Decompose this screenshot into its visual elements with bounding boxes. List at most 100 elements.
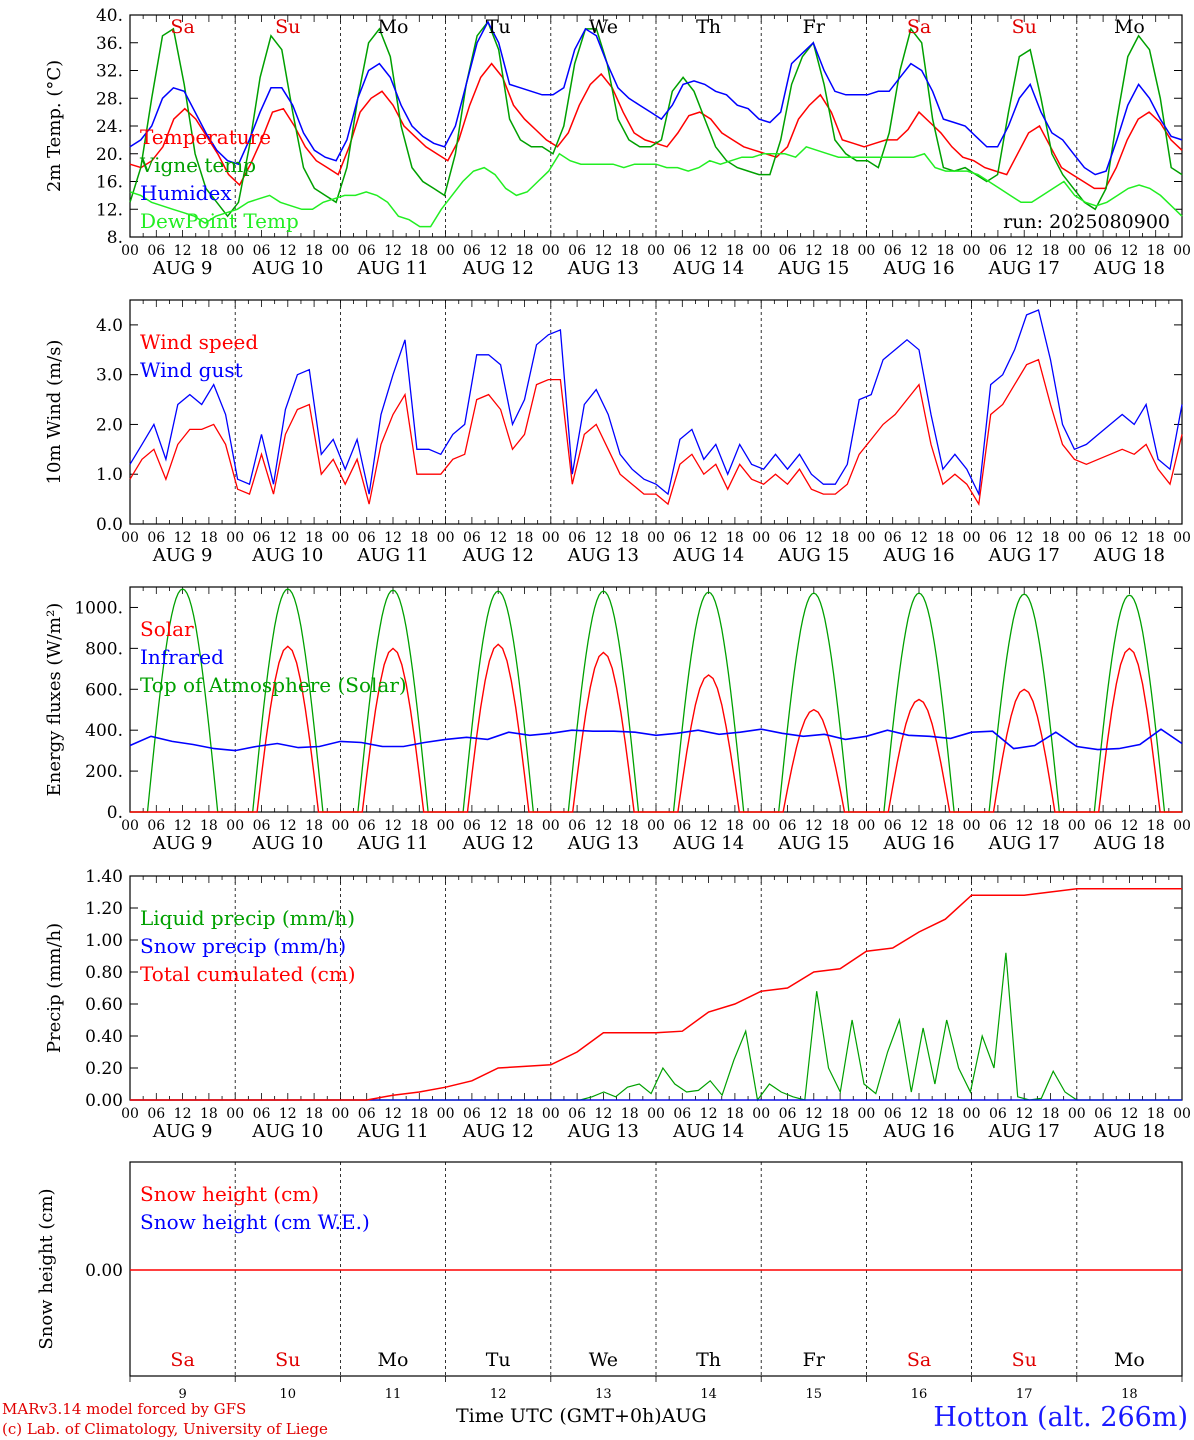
lab-credit: (c) Lab. of Climatology, University of L… <box>2 1420 328 1438</box>
hour-tick-label: 06 <box>568 530 586 546</box>
hour-tick-label: 12 <box>1120 243 1138 259</box>
hour-tick-label: 18 <box>1042 1106 1060 1122</box>
hour-tick-label: 18 <box>1042 818 1060 834</box>
hour-tick-label: 06 <box>1094 243 1112 259</box>
hour-tick-label: 06 <box>673 243 691 259</box>
weekday-label: Th <box>696 1349 721 1371</box>
hour-tick-label: 12 <box>384 243 402 259</box>
series-line-total-cumulated <box>130 888 1182 1101</box>
hour-tick-label: 00 <box>647 530 665 546</box>
hour-tick-label: 06 <box>463 530 481 546</box>
weekday-label: Su <box>1012 1349 1037 1371</box>
y-tick-label: 600. <box>85 680 123 700</box>
hour-tick-label: 18 <box>621 1106 639 1122</box>
hour-tick-label: 00 <box>857 243 875 259</box>
hour-tick-label: 18 <box>936 1106 954 1122</box>
hour-tick-label: 18 <box>1042 530 1060 546</box>
hour-tick-label: 18 <box>305 818 323 834</box>
hour-tick-label: 12 <box>805 530 823 546</box>
hour-tick-label: 18 <box>1147 243 1165 259</box>
hour-tick-label: 18 <box>516 818 534 834</box>
hour-tick-label: 12 <box>805 818 823 834</box>
hour-tick-label: 06 <box>779 1106 797 1122</box>
weekday-label: Tu <box>486 16 511 38</box>
y-tick-label: 20. <box>96 145 123 165</box>
hour-tick-label: 12 <box>279 1106 297 1122</box>
y-tick-label: 32. <box>96 62 123 82</box>
hour-tick-label: 18 <box>305 243 323 259</box>
y-tick-label: 8. <box>107 228 123 248</box>
hour-tick-label: 12 <box>384 1106 402 1122</box>
hour-tick-label: 00 <box>542 1106 560 1122</box>
hour-tick-label: 18 <box>1147 1106 1165 1122</box>
weekday-label: Sa <box>170 16 194 38</box>
y-tick-label: 0.00 <box>85 1261 123 1281</box>
hour-tick-label: 18 <box>410 1106 428 1122</box>
hour-tick-label: 06 <box>463 243 481 259</box>
hour-tick-label: 18 <box>410 818 428 834</box>
hour-tick-label: 00 <box>437 818 455 834</box>
weekday-label: Su <box>275 1349 300 1371</box>
hour-tick-label: 12 <box>384 818 402 834</box>
date-label: AUG 11 <box>356 258 428 279</box>
y-tick-label: 0.00 <box>85 1091 123 1111</box>
date-label: AUG 13 <box>567 833 639 854</box>
series-line-solar <box>130 643 1182 813</box>
legend-entry: Infrared <box>140 645 224 669</box>
y-tick-label: 1.40 <box>85 867 123 887</box>
y-tick-label: 0.0 <box>96 515 123 535</box>
hour-tick-label: 00 <box>542 818 560 834</box>
day-number-label: 9 <box>178 1387 186 1402</box>
hour-tick-label: 00 <box>1173 243 1191 259</box>
hour-tick-label: 18 <box>305 1106 323 1122</box>
hour-tick-label: 12 <box>279 818 297 834</box>
y-tick-label: 0.40 <box>85 1027 123 1047</box>
legend-entry: Snow precip (mm/h) <box>140 934 346 958</box>
hour-tick-label: 18 <box>200 818 218 834</box>
date-label: AUG 17 <box>988 545 1060 566</box>
date-label: AUG 18 <box>1093 833 1165 854</box>
hour-tick-label: 06 <box>673 530 691 546</box>
date-label: AUG 15 <box>777 1121 849 1142</box>
date-label: AUG 18 <box>1093 1121 1165 1142</box>
hour-tick-label: 06 <box>779 243 797 259</box>
series-line-dewpoint-temp <box>129 145 1183 228</box>
day-number-label: 17 <box>1016 1387 1033 1402</box>
date-label: AUG 16 <box>882 258 954 279</box>
hour-tick-label: 00 <box>331 1106 349 1122</box>
hour-tick-label: 06 <box>989 1106 1007 1122</box>
hour-tick-label: 18 <box>936 530 954 546</box>
hour-tick-label: 18 <box>936 243 954 259</box>
hour-tick-label: 00 <box>331 818 349 834</box>
hour-tick-label: 18 <box>1147 530 1165 546</box>
date-label: AUG 14 <box>672 258 744 279</box>
date-label: AUG 15 <box>777 833 849 854</box>
hour-tick-label: 12 <box>489 1106 507 1122</box>
hour-tick-label: 18 <box>621 530 639 546</box>
station-name: Hotton (alt. 266m) <box>933 1402 1188 1433</box>
hour-tick-label: 06 <box>358 243 376 259</box>
hour-tick-label: 00 <box>1068 530 1086 546</box>
series-line-liquid-precip <box>130 952 1182 1102</box>
hour-tick-label: 06 <box>253 818 271 834</box>
weekday-label: Sa <box>170 1349 194 1371</box>
hour-tick-label: 18 <box>1042 243 1060 259</box>
hour-tick-label: 18 <box>200 243 218 259</box>
day-number-label: 18 <box>1121 1387 1138 1402</box>
date-label: AUG 15 <box>777 258 849 279</box>
y-tick-label: 1000. <box>74 598 123 618</box>
hour-tick-label: 18 <box>1147 818 1165 834</box>
date-label: AUG 9 <box>152 258 213 279</box>
date-label: AUG 18 <box>1093 545 1165 566</box>
hour-tick-label: 18 <box>305 530 323 546</box>
series-line-wind-speed <box>129 358 1183 507</box>
hour-tick-label: 06 <box>673 1106 691 1122</box>
hour-tick-label: 12 <box>279 530 297 546</box>
y-tick-label: 0.80 <box>85 963 123 983</box>
date-label: AUG 16 <box>882 1121 954 1142</box>
hour-tick-label: 00 <box>963 530 981 546</box>
day-number-label: 12 <box>490 1387 507 1402</box>
hour-tick-label: 18 <box>831 1106 849 1122</box>
legend-entry: Wind speed <box>140 330 258 354</box>
